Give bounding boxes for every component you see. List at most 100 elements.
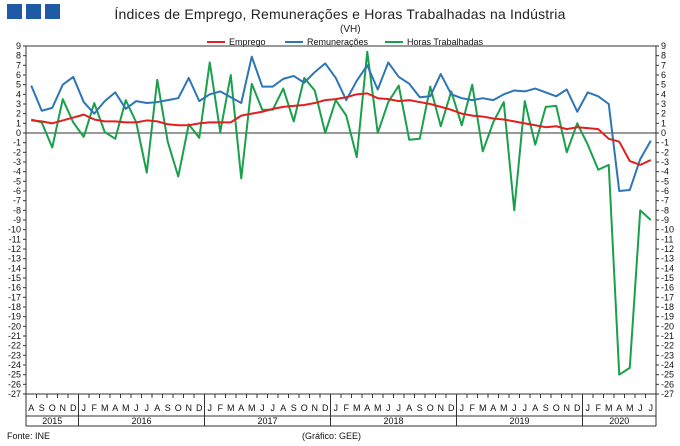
- x-tick-label-month: S: [165, 403, 171, 413]
- y-tick-label-right: -6: [661, 186, 669, 196]
- y-tick-label-left: -8: [13, 205, 21, 215]
- y-tick-label-right: -17: [661, 292, 674, 302]
- y-tick-label-right: -14: [661, 263, 674, 273]
- y-tick-label-right: -24: [661, 360, 674, 370]
- series-line-remuneracoes: [30, 55, 652, 192]
- unit-label: (VH): [340, 24, 361, 35]
- y-tick-label-right: -4: [661, 167, 669, 177]
- x-tick-label-month: O: [49, 403, 56, 413]
- y-tick-label-left: -15: [8, 273, 21, 283]
- y-tick-label-right: -11: [661, 234, 673, 244]
- x-tick-label-month: N: [564, 403, 571, 413]
- x-tick-label-month: S: [39, 403, 45, 413]
- y-tick-label-left: -23: [8, 350, 21, 360]
- legend-label-emprego: Emprego: [229, 37, 266, 47]
- series-line-emprego: [31, 92, 652, 166]
- x-tick-label-month: J: [397, 403, 402, 413]
- x-tick-label-month: A: [238, 403, 244, 413]
- x-tick-label-month: A: [490, 403, 496, 413]
- x-tick-label-month: J: [386, 403, 391, 413]
- legend-label-horas: Horas Trabalhadas: [407, 37, 484, 47]
- y-tick-label-left: 0: [16, 128, 21, 138]
- y-tick-label-left: -1: [13, 138, 21, 148]
- x-tick-label-year: 2016: [131, 416, 151, 426]
- y-tick-label-left: -19: [8, 312, 21, 322]
- y-tick-label-left: -10: [8, 225, 21, 235]
- x-tick-label-month: M: [248, 403, 256, 413]
- x-tick-label-month: O: [175, 403, 182, 413]
- y-tick-label-left: -14: [8, 263, 21, 273]
- y-tick-label-left: -21: [8, 331, 21, 341]
- legend-horas: Horas Trabalhadas: [385, 37, 483, 47]
- brand-logo-block-3: [45, 4, 60, 19]
- y-tick-label-left: -6: [13, 186, 21, 196]
- x-tick-label-month: J: [271, 403, 276, 413]
- y-tick-label-left: -12: [8, 244, 21, 254]
- y-tick-label-right: 4: [661, 89, 666, 99]
- y-tick-label-right: -3: [661, 157, 669, 167]
- credit-note: (Gráfico: GEE): [302, 431, 362, 441]
- x-tick-label-month: A: [364, 403, 370, 413]
- x-tick-label-year: 2015: [42, 416, 62, 426]
- y-tick-label-left: -9: [13, 215, 21, 225]
- x-tick-label-month: A: [112, 403, 118, 413]
- y-tick-label-right: 7: [661, 60, 666, 70]
- x-tick-label-month: M: [626, 403, 634, 413]
- x-tick-label-month: J: [334, 403, 339, 413]
- y-tick-label-left: -22: [8, 341, 21, 351]
- y-tick-label-right: -15: [661, 273, 674, 283]
- y-tick-label-right: -22: [661, 341, 674, 351]
- x-tick-label-month: F: [596, 403, 602, 413]
- x-tick-label-month: O: [427, 403, 434, 413]
- x-tick-label-month: N: [60, 403, 67, 413]
- y-tick-label-right: -23: [661, 350, 674, 360]
- x-tick-label-month: F: [218, 403, 224, 413]
- y-tick-label-right: -13: [661, 254, 674, 264]
- x-tick-label-month: J: [82, 403, 87, 413]
- y-tick-label-right: -8: [661, 205, 669, 215]
- x-tick-label-year: 2020: [609, 416, 629, 426]
- y-tick-label-left: -13: [8, 254, 21, 264]
- y-tick-label-left: 5: [16, 80, 21, 90]
- x-tick-label-month: A: [616, 403, 622, 413]
- x-tick-label-year: 2017: [257, 416, 277, 426]
- x-tick-label-month: J: [638, 403, 643, 413]
- x-tick-label-year: 2018: [383, 416, 403, 426]
- x-tick-label-month: M: [101, 403, 109, 413]
- y-tick-label-left: -25: [8, 370, 21, 380]
- x-tick-label-month: F: [92, 403, 98, 413]
- y-tick-label-right: 9: [661, 41, 666, 51]
- x-tick-label-month: A: [154, 403, 160, 413]
- y-tick-label-right: -27: [661, 389, 674, 399]
- y-tick-label-left: -2: [13, 147, 21, 157]
- x-tick-label-month: M: [479, 403, 487, 413]
- x-tick-label-month: J: [523, 403, 528, 413]
- x-tick-label-month: S: [417, 403, 423, 413]
- y-tick-label-left: 1: [16, 118, 21, 128]
- y-tick-label-right: 0: [661, 128, 666, 138]
- y-tick-label-left: -3: [13, 157, 21, 167]
- y-tick-label-left: -17: [8, 292, 21, 302]
- x-tick-label-month: A: [532, 403, 538, 413]
- x-tick-label-month: J: [460, 403, 465, 413]
- x-tick-label-month: O: [301, 403, 308, 413]
- series-line-horas-trabalhadas: [30, 50, 652, 376]
- y-tick-label-right: -20: [661, 321, 674, 331]
- y-tick-label-right: -2: [661, 147, 669, 157]
- y-tick-label-left: -24: [8, 360, 21, 370]
- x-tick-label-month: A: [280, 403, 286, 413]
- brand-logo-block-1: [7, 4, 22, 19]
- x-tick-label-month: D: [70, 403, 77, 413]
- y-tick-label-right: -9: [661, 215, 669, 225]
- y-tick-label-left: 2: [16, 109, 21, 119]
- y-tick-label-left: -16: [8, 283, 21, 293]
- legend-swatch-emprego: [207, 41, 225, 43]
- y-tick-label-left: 6: [16, 70, 21, 80]
- y-tick-label-left: -26: [8, 379, 21, 389]
- x-tick-label-month: O: [553, 403, 560, 413]
- x-tick-label-month: J: [649, 403, 654, 413]
- x-tick-label-month: N: [438, 403, 445, 413]
- y-tick-label-left: -20: [8, 321, 21, 331]
- y-tick-label-left: -7: [13, 196, 21, 206]
